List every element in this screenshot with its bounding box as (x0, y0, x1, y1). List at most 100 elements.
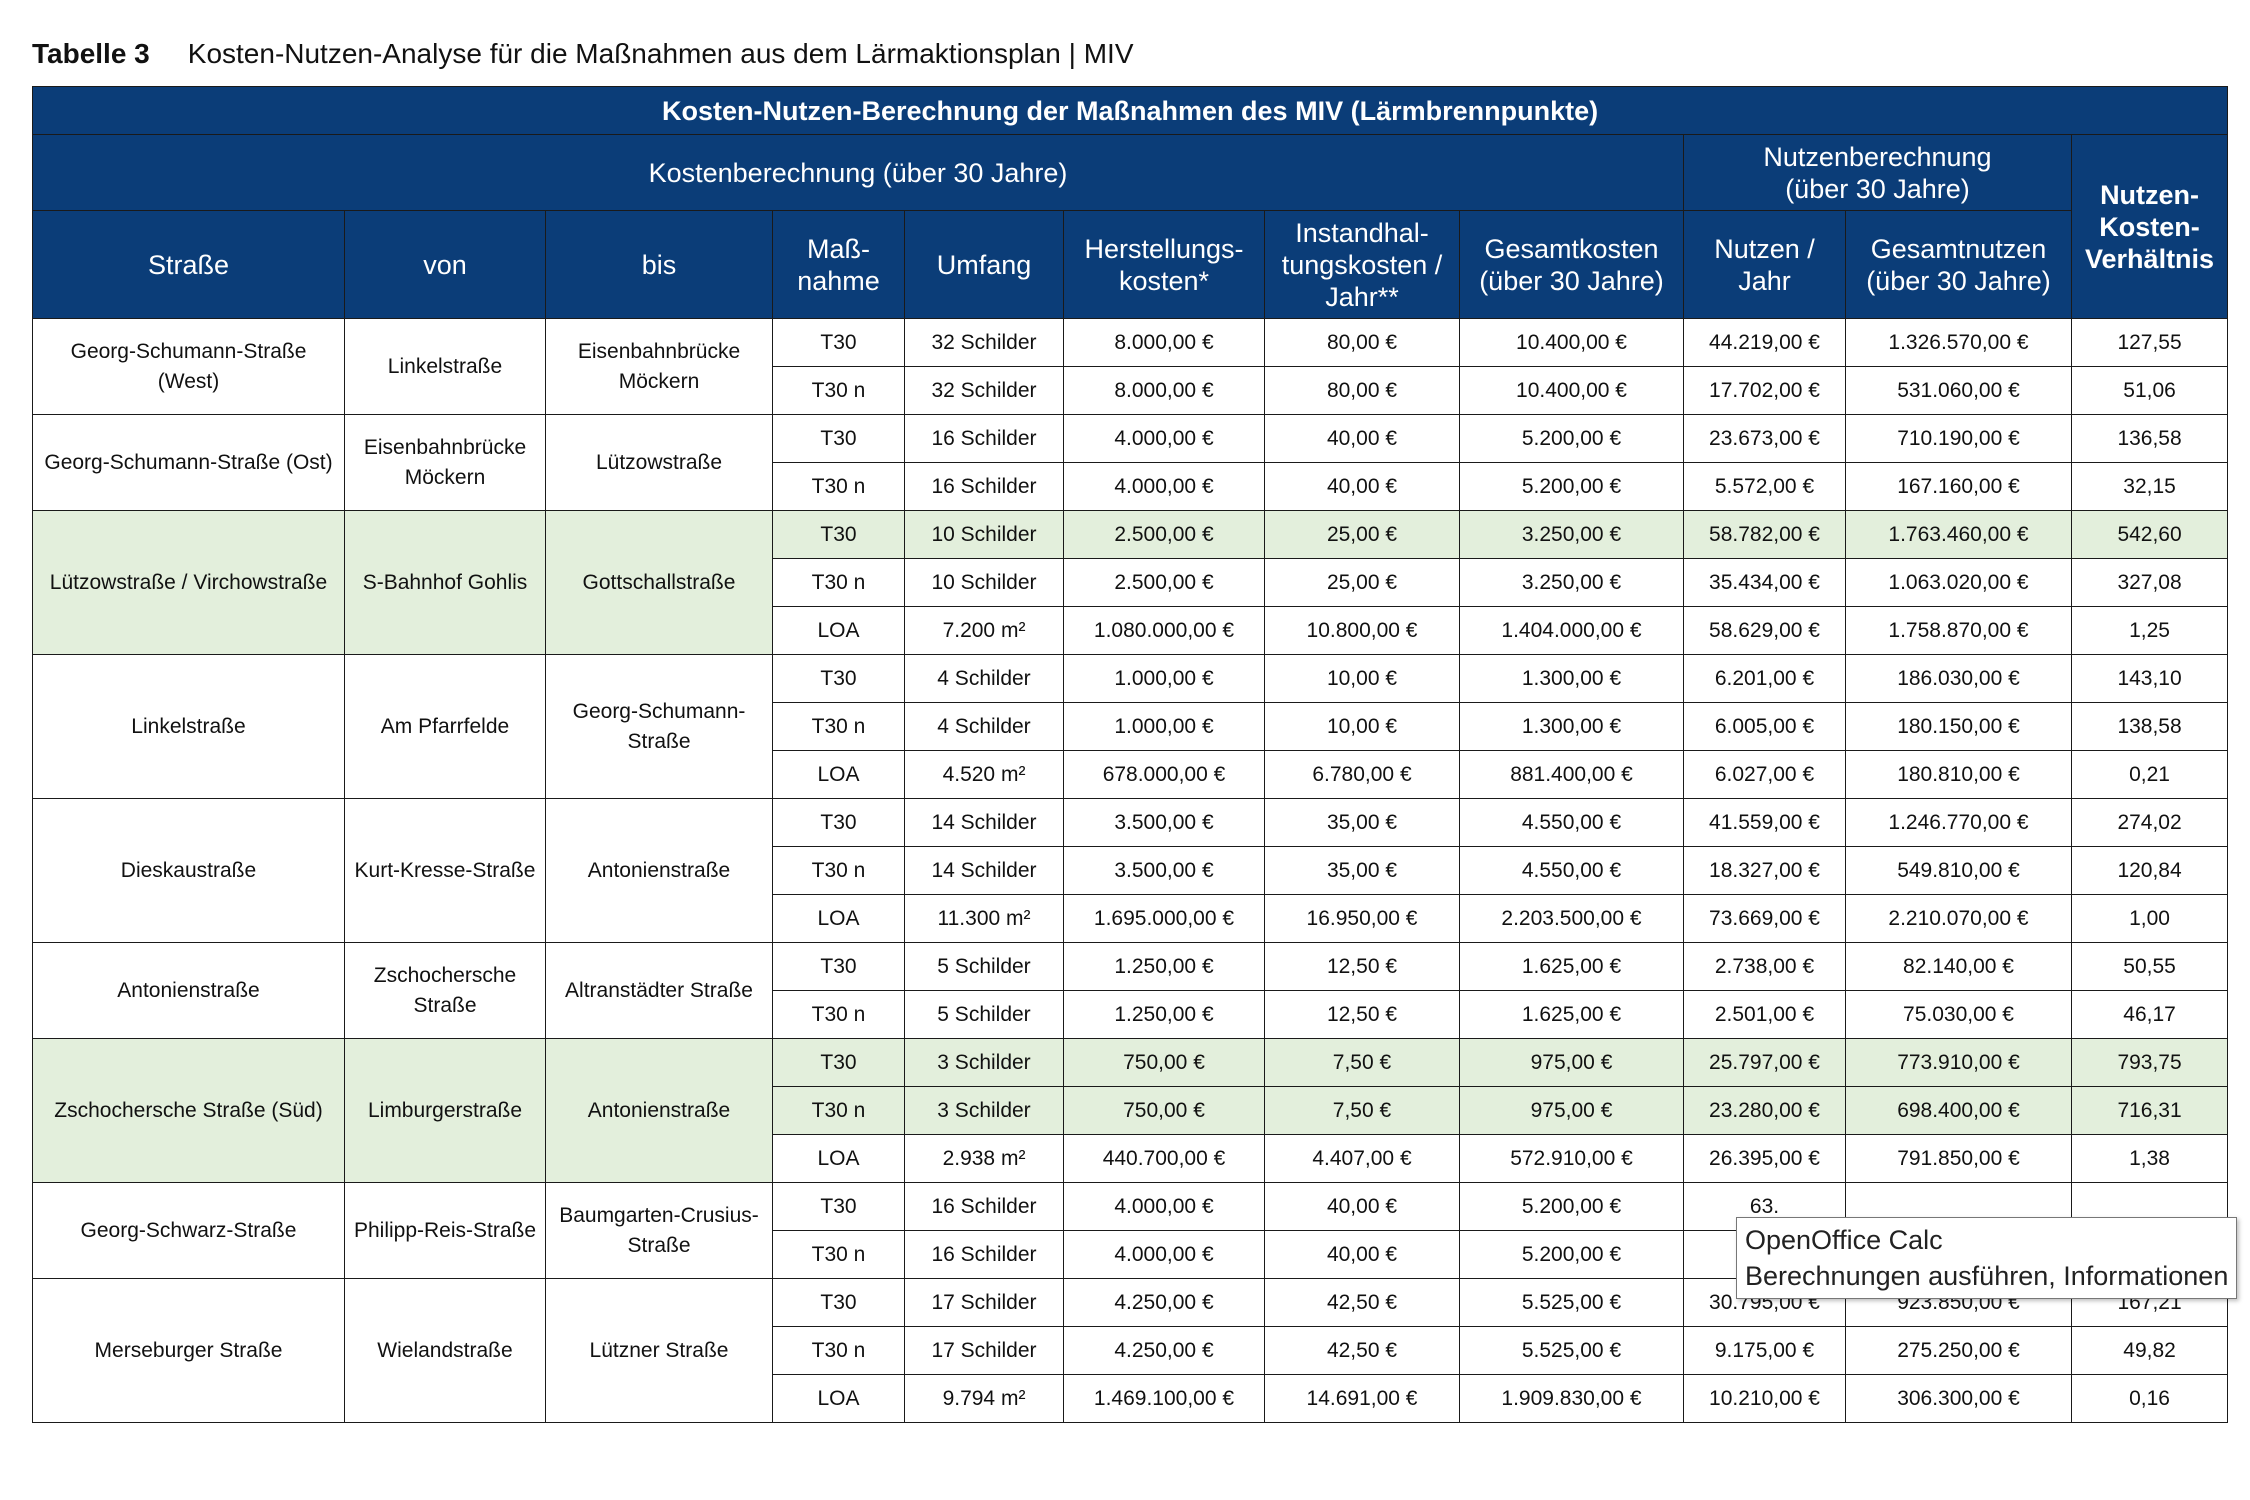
massnahme-cell: T30 n (772, 558, 905, 607)
strasse-cell: Linkelstraße (32, 654, 345, 799)
herstellungskosten-cell: 8.000,00 € (1063, 366, 1265, 415)
herstellungskosten-cell: 8.000,00 € (1063, 318, 1265, 367)
gesamtkosten-cell: 4.550,00 € (1459, 846, 1684, 895)
gesamtkosten-cell: 5.200,00 € (1459, 462, 1684, 511)
instandhaltungskosten-cell: 40,00 € (1264, 462, 1460, 511)
nutzen-jahr-cell: 25.797,00 € (1683, 1038, 1846, 1087)
strasse-cell: Lützowstraße / Virchowstraße (32, 510, 345, 655)
strasse-cell: Merseburger Straße (32, 1278, 345, 1423)
instandhaltungskosten-cell: 10,00 € (1264, 654, 1460, 703)
strasse-cell: Georg-Schwarz-Straße (32, 1182, 345, 1279)
nutzen-kosten-verhaeltnis-cell: 0,16 (2070, 1374, 2229, 1423)
gesamtnutzen-cell: 773.910,00 € (1845, 1038, 2072, 1087)
gesamtnutzen-cell: 180.810,00 € (1845, 750, 2072, 799)
table-row: LOA 9.794 m² 1.469.100,00 €14.691,00 €1.90… (33, 1374, 2229, 1423)
table-row: LOA 2.938 m² 440.700,00 €4.407,00 €572.910… (33, 1134, 2229, 1183)
nutzen-jahr-cell: 26.395,00 € (1683, 1134, 1846, 1183)
header-row: Kosten-Nutzen-Berechnung der Maßnahmen d… (31, 86, 2229, 135)
instandhaltungskosten-cell: 35,00 € (1264, 798, 1460, 847)
nutzen-kosten-verhaeltnis-cell: 716,31 (2070, 1086, 2229, 1135)
strasse-cell: Georg-Schumann-Straße (Ost) (32, 414, 345, 511)
instandhaltungskosten-cell: 42,50 € (1264, 1278, 1460, 1327)
gesamtkosten-cell: 1.300,00 € (1459, 654, 1684, 703)
column-header: Maß- nahme (772, 210, 905, 319)
column-header: Gesamtnutzen (über 30 Jahre) (1845, 210, 2072, 319)
nutzen-jahr-cell: 44.219,00 € (1683, 318, 1846, 367)
von-cell: Am Pfarrfelde (344, 654, 546, 799)
massnahme-cell: LOA (772, 606, 905, 655)
umfang-cell: 9.794 m² (904, 1374, 1064, 1423)
gesamtnutzen-cell: 82.140,00 € (1845, 942, 2072, 991)
nutzen-kosten-verhaeltnis-cell: 51,06 (2070, 366, 2229, 415)
gesamtnutzen-cell: 1.246.770,00 € (1845, 798, 2072, 847)
table-row: T30 n 14 Schilder 3.500,00 €35,00 €4.550,0… (33, 846, 2229, 895)
nutzen-jahr-cell: 6.201,00 € (1683, 654, 1846, 703)
nutzen-jahr-cell: 9.175,00 € (1683, 1326, 1846, 1375)
instandhaltungskosten-cell: 6.780,00 € (1264, 750, 1460, 799)
gesamtkosten-cell: 572.910,00 € (1459, 1134, 1684, 1183)
nutzen-kosten-verhaeltnis-cell: 32,15 (2070, 462, 2229, 511)
column-header: Straße (32, 210, 345, 319)
instandhaltungskosten-cell: 25,00 € (1264, 510, 1460, 559)
instandhaltungskosten-cell: 4.407,00 € (1264, 1134, 1460, 1183)
umfang-cell: 4 Schilder (904, 702, 1064, 751)
bis-cell: Antonienstraße (545, 798, 773, 943)
table-row: Antonienstraße Zschochersche Straße Altran… (32, 942, 2229, 1039)
herstellungskosten-cell: 1.000,00 € (1063, 702, 1265, 751)
bis-cell: Eisenbahnbrücke Möckern (545, 318, 773, 415)
gesamtkosten-cell: 5.525,00 € (1459, 1326, 1684, 1375)
tooltip-title: OpenOffice Calc (1745, 1225, 1943, 1255)
nutzen-kosten-verhaeltnis-cell: 793,75 (2070, 1038, 2229, 1087)
herstellungskosten-cell: 4.250,00 € (1063, 1278, 1265, 1327)
group-header: Nutzenberechnung (über 30 Jahre) (1683, 134, 2072, 211)
nutzen-jahr-cell: 58.782,00 € (1683, 510, 1846, 559)
herstellungskosten-cell: 1.695.000,00 € (1063, 894, 1265, 943)
umfang-cell: 14 Schilder (904, 798, 1064, 847)
von-cell: Wielandstraße (344, 1278, 546, 1423)
strasse-cell: Antonienstraße (32, 942, 345, 1039)
nutzen-kosten-verhaeltnis-cell: 1,38 (2070, 1134, 2229, 1183)
nutzen-jahr-cell: 41.559,00 € (1683, 798, 1846, 847)
nutzen-kosten-verhaeltnis-cell: 138,58 (2070, 702, 2229, 751)
umfang-cell: 3 Schilder (904, 1038, 1064, 1087)
column-header: bis (545, 210, 773, 319)
instandhaltungskosten-cell: 7,50 € (1264, 1038, 1460, 1087)
herstellungskosten-cell: 4.000,00 € (1063, 414, 1265, 463)
table-row: Zschochersche Straße (Süd) Limburgerstraß… (32, 1038, 2229, 1183)
nutzen-jahr-cell: 2.738,00 € (1683, 942, 1846, 991)
gesamtnutzen-cell: 167.160,00 € (1845, 462, 2072, 511)
strasse-cell: Dieskaustraße (32, 798, 345, 943)
massnahme-cell: T30 n (772, 462, 905, 511)
tooltip-text: Berechnungen ausführen, Informationen (1745, 1261, 2229, 1291)
table-row: T30 n 16 Schilder 4.000,00 €40,00 €5.200,0… (33, 462, 2229, 511)
herstellungskosten-cell: 750,00 € (1063, 1086, 1265, 1135)
herstellungskosten-cell: 4.000,00 € (1063, 1182, 1265, 1231)
nutzen-jahr-cell: 18.327,00 € (1683, 846, 1846, 895)
gesamtnutzen-cell: 791.850,00 € (1845, 1134, 2072, 1183)
gesamtkosten-cell: 3.250,00 € (1459, 510, 1684, 559)
instandhaltungskosten-cell: 80,00 € (1264, 318, 1460, 367)
gesamtkosten-cell: 4.550,00 € (1459, 798, 1684, 847)
instandhaltungskosten-cell: 42,50 € (1264, 1326, 1460, 1375)
table-row: Georg-Schwarz-Straße Philipp-Reis-Straße B… (32, 1182, 2229, 1279)
bis-cell: Baumgarten-Crusius-Straße (545, 1182, 773, 1279)
massnahme-cell: T30 n (772, 702, 905, 751)
gesamtkosten-cell: 5.200,00 € (1459, 414, 1684, 463)
nutzen-kosten-verhaeltnis-cell: 1,25 (2070, 606, 2229, 655)
instandhaltungskosten-cell: 10,00 € (1264, 702, 1460, 751)
massnahme-cell: T30 (772, 798, 905, 847)
instandhaltungskosten-cell: 40,00 € (1264, 1182, 1460, 1231)
table-caption: Tabelle 3 Kosten-Nutzen-Analyse für die M… (32, 38, 1134, 70)
umfang-cell: 10 Schilder (904, 558, 1064, 607)
nutzen-jahr-cell: 10.210,00 € (1683, 1374, 1846, 1423)
nutzen-jahr-cell: 2.501,00 € (1683, 990, 1846, 1039)
umfang-cell: 16 Schilder (904, 1182, 1064, 1231)
column-header: Gesamtkosten (über 30 Jahre) (1459, 210, 1684, 319)
massnahme-cell: T30 (772, 1278, 905, 1327)
column-header: Nutzen / Jahr (1683, 210, 1846, 319)
gesamtnutzen-cell: 1.063.020,00 € (1845, 558, 2072, 607)
instandhaltungskosten-cell: 35,00 € (1264, 846, 1460, 895)
